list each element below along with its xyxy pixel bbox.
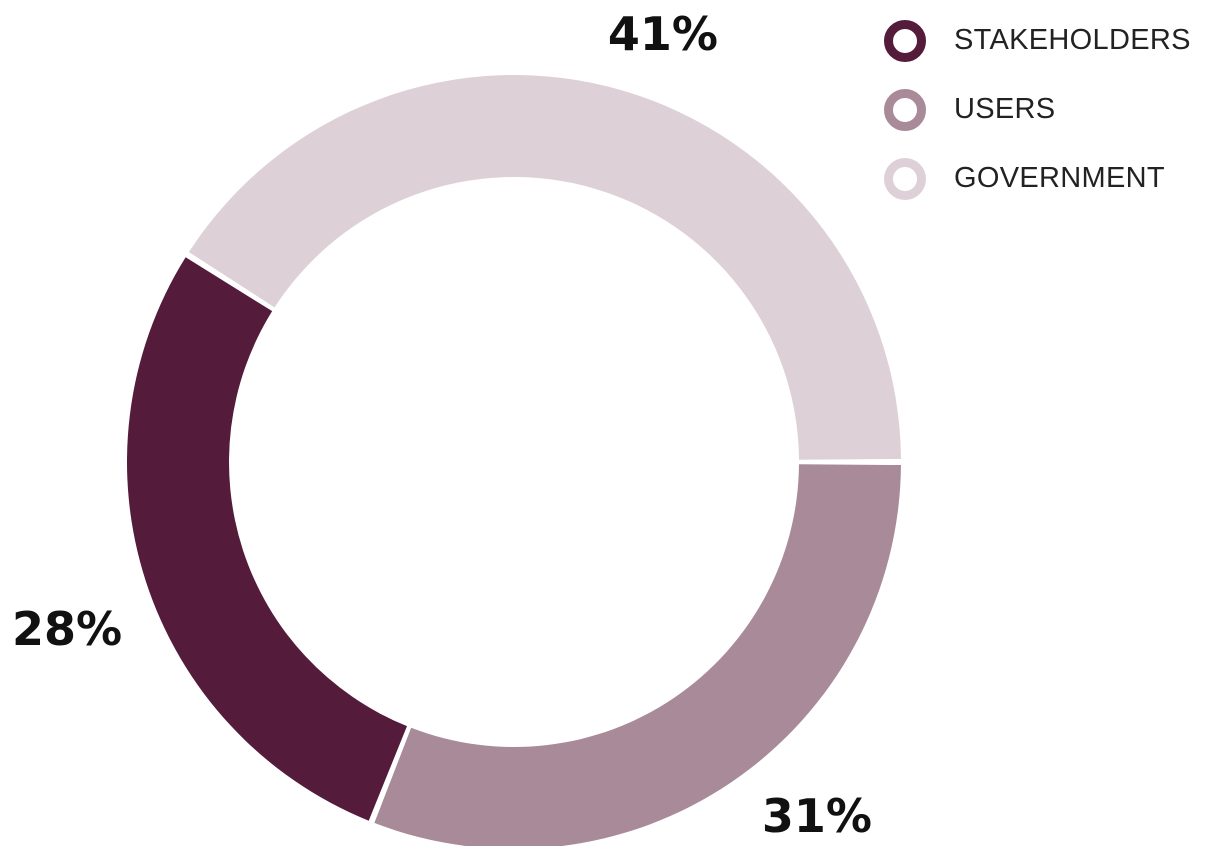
donut-segment-stakeholders	[127, 257, 407, 820]
legend-marker-government	[884, 158, 926, 200]
legend-marker-users	[884, 89, 926, 131]
legend-item-government: GOVERNMENT	[884, 144, 1191, 213]
legend-item-stakeholders: STAKEHOLDERS	[884, 6, 1191, 75]
legend-label-users: USERS	[954, 93, 1055, 126]
data-label-stakeholders: 28%	[12, 602, 122, 656]
donut-segment-government	[189, 75, 901, 460]
legend: STAKEHOLDERS USERS GOVERNMENT	[884, 6, 1191, 213]
legend-label-stakeholders: STAKEHOLDERS	[954, 24, 1191, 57]
data-label-government: 41%	[608, 7, 718, 61]
legend-item-users: USERS	[884, 75, 1191, 144]
legend-label-government: GOVERNMENT	[954, 162, 1165, 195]
data-label-users: 31%	[762, 789, 872, 843]
legend-marker-stakeholders	[884, 20, 926, 62]
